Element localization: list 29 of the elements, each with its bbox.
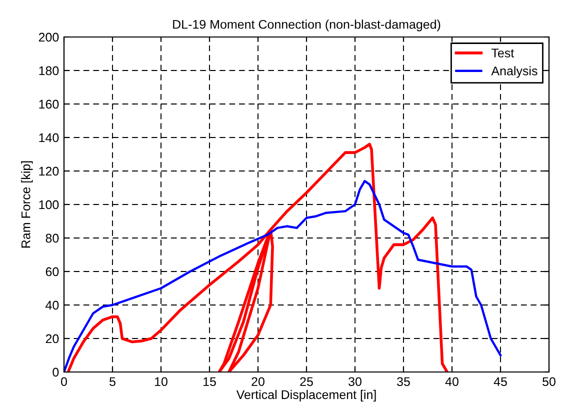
- chart-title: DL-19 Moment Connection (non-blast-damaged): [173, 20, 440, 32]
- x-tick-label: 0: [61, 377, 67, 386]
- x-tick-label: 50: [542, 377, 556, 386]
- y-tick-label: 0: [52, 368, 59, 377]
- legend-label: Analysis: [491, 66, 538, 78]
- y-tick-label: 60: [46, 267, 59, 276]
- y-tick-label: 200: [38, 32, 59, 42]
- x-tick-label: 25: [300, 377, 313, 386]
- x-tick-label: 15: [204, 377, 216, 386]
- x-tick-label: 45: [494, 377, 507, 386]
- y-tick-label: 120: [39, 166, 59, 176]
- x-tick-label: 20: [252, 377, 264, 386]
- x-axis-title: Vertical Displacement [in]: [236, 390, 376, 402]
- y-tick-label: 160: [39, 100, 59, 109]
- line-series: [64, 180, 502, 372]
- y-tick-label: 20: [46, 334, 59, 344]
- x-tick-label: 40: [445, 377, 458, 386]
- x-tick-label: 35: [397, 377, 410, 386]
- x-tick-label: 5: [110, 377, 116, 386]
- y-tick-label: 80: [46, 234, 59, 243]
- y-tick-label: 180: [39, 66, 59, 76]
- x-tick-label: 30: [348, 377, 362, 386]
- x-tick-label: 10: [155, 377, 168, 386]
- y-tick-label: 100: [39, 200, 59, 210]
- y-tick-label: 40: [46, 300, 59, 310]
- line-series: [67, 142, 449, 372]
- y-tick-label: 140: [39, 133, 59, 142]
- legend-label: Test: [491, 48, 514, 58]
- y-axis-title: Ram Force [kip]: [21, 161, 33, 248]
